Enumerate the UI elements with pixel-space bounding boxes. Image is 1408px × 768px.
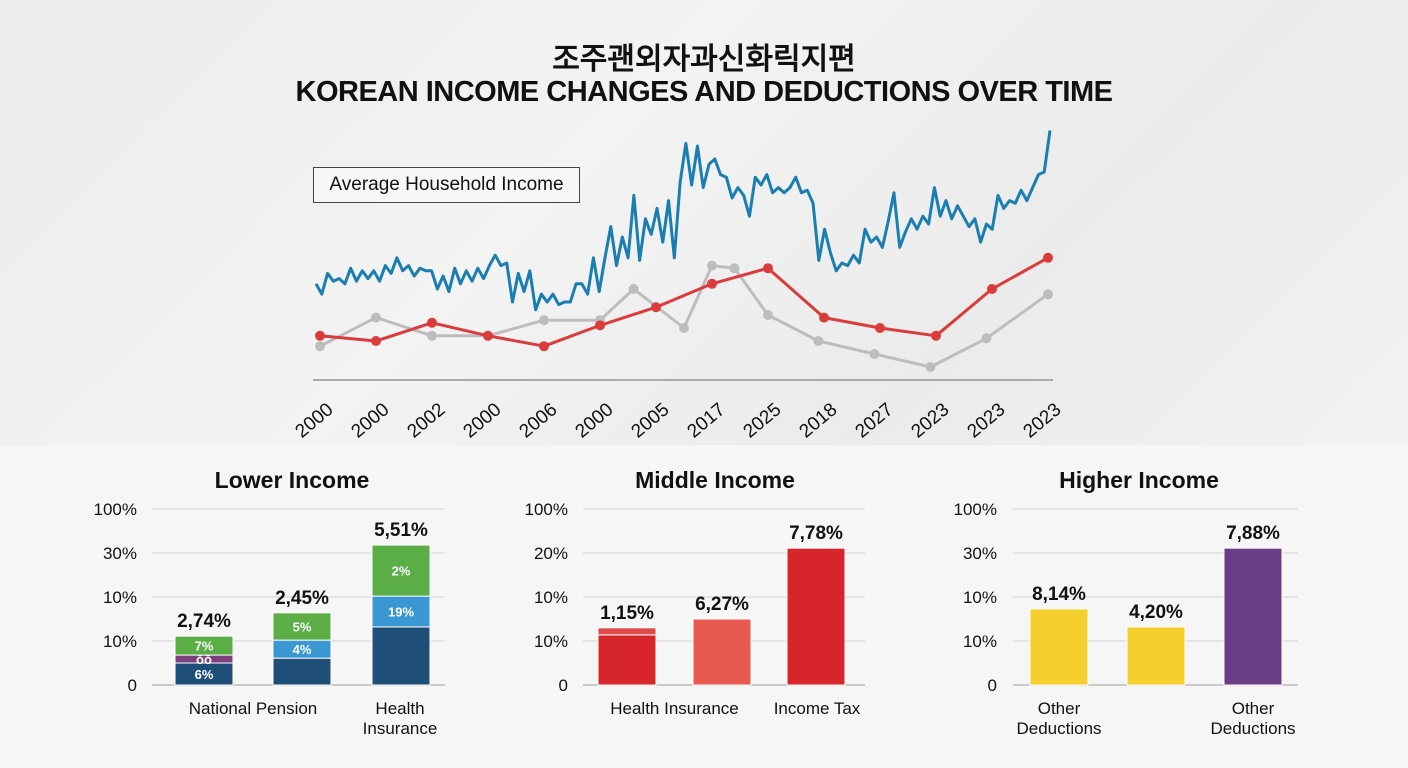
segment-label: 6% [195,667,214,682]
y-tick-label: 100% [954,500,997,519]
series-2-point [1043,289,1053,300]
series-2-point [729,263,740,274]
series-2-point [628,284,639,294]
bar-value-label: 8,14% [1032,584,1086,605]
series-1-point [315,330,325,341]
y-tick-label: 0 [988,676,997,695]
series-1-point [651,302,661,313]
y-tick-label: 100% [94,500,137,519]
y-tick-label: 20% [534,544,568,563]
series-2-point [539,315,549,326]
y-tick-label: 0 [128,676,137,695]
segment-label: 7% [195,639,214,654]
line-chart-background [0,0,1408,445]
bar-segment [1223,547,1283,686]
series-2-point [315,341,325,352]
y-tick-label: 10% [963,632,997,651]
series-2-point [427,330,437,341]
series-1-point [1043,252,1053,263]
series-1-point [707,278,717,289]
series-1-point [987,284,997,294]
series-1-point [763,263,773,274]
series-1-point [483,330,493,341]
series-line-0 [314,130,1052,312]
series-line-2 [319,264,1049,369]
series-1-point [371,336,381,346]
bar-value-label: 6,27% [695,594,749,615]
x-category-label: National Pension [189,699,318,718]
bar-segment [272,657,332,686]
series-2-point [763,310,773,320]
series-2-point [981,333,992,344]
bar-segment [371,544,431,597]
panel-title-middle-income: Middle Income [635,467,795,493]
series-2-point [925,362,936,372]
series-2-point [869,349,880,359]
bar-value-label: 1,15% [600,603,654,624]
y-tick-label: 10% [534,588,568,607]
x-category-label: Deductions [1016,719,1101,738]
bar-charts-background [0,445,1408,768]
series-1-point [819,312,829,323]
x-category-label: Other [1038,699,1081,718]
y-tick-label: 10% [103,588,137,607]
y-tick-label: 30% [103,544,137,563]
bar-value-label: 7,78% [789,523,843,544]
y-tick-label: 10% [103,632,137,651]
series-1-point [931,330,941,341]
series-1-point [875,323,885,333]
series-1-point [427,317,437,328]
series-1-point [595,320,605,331]
bar-segment [597,634,657,686]
bar-segment [272,612,332,641]
panel-title-lower-income: Lower Income [214,467,370,493]
segment-label: 4% [293,642,312,657]
segment-label: 5% [293,619,312,634]
bar-segment [1126,626,1186,686]
x-category-label: Deductions [1210,719,1295,738]
bar-value-label: 2,45% [275,588,329,609]
bar-value-label: 7,88% [1226,523,1280,544]
segment-label: 19% [388,605,414,620]
bar-segment [174,635,234,656]
y-tick-label: 30% [963,544,997,563]
bar-segment [1029,608,1089,686]
series-2-point [679,323,689,333]
title-korean: 조주괜외자과신화릭지편 [552,42,856,77]
series-1-point [539,341,549,352]
x-category-label: Health [375,699,424,718]
panel-title-higher-income: Higher Income [1059,467,1219,493]
page-title: KOREAN INCOME CHANGES AND DEDUCTIONS OVE… [295,76,1113,108]
bar-value-label: 4,20% [1129,602,1183,623]
series-line-1 [319,256,1049,348]
bar-segment [692,618,752,686]
legend-average-household-income: Average Household Income [313,167,580,203]
bar-segment [786,547,846,686]
x-category-label: Other [1232,699,1275,718]
x-category-label: Insurance [363,719,438,738]
y-tick-label: 100% [525,500,568,519]
series-2-point [707,260,717,271]
y-tick-label: 0 [559,676,568,695]
x-category-label: Health Insurance [610,699,739,718]
series-2-point [813,336,824,346]
bar-value-label: 2,74% [177,611,231,632]
x-category-label: Income Tax [774,699,861,718]
bar-segment [371,626,431,686]
segment-label: 2% [392,564,411,579]
line-chart: 2000 2000 2002 2000 2006 2000 2005 2017 2025 2018… [292,130,1065,442]
series-2-point [371,312,381,323]
y-tick-label: 10% [963,588,997,607]
y-tick-label: 10% [534,632,568,651]
bar-segment [597,627,657,636]
bar-value-label: 5,51% [374,520,428,541]
segment-label: ŏŏ [196,652,212,667]
